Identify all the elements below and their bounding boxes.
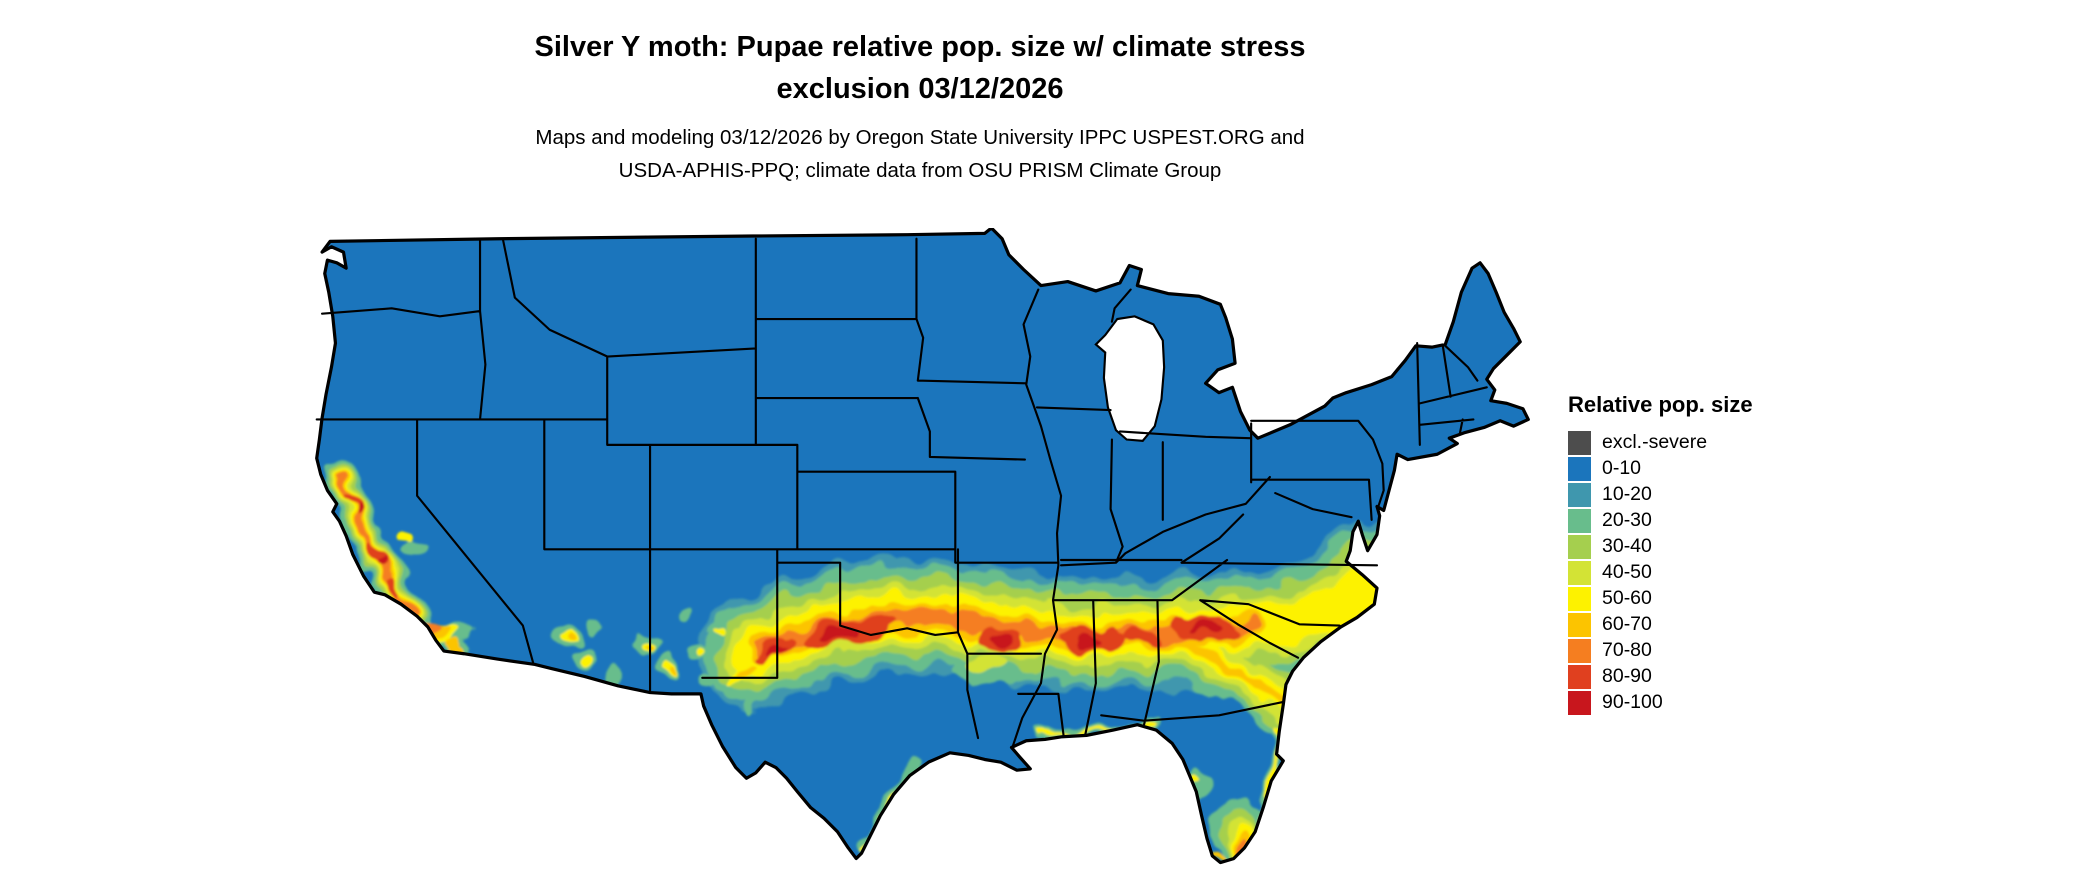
figure-subtitle: Maps and modeling 03/12/2026 by Oregon S… [20, 122, 1820, 188]
legend-swatch [1568, 509, 1591, 533]
legend-label: excl.-severe [1602, 431, 1708, 454]
legend-label: 0-10 [1602, 457, 1642, 480]
legend-item: 30-40 [1568, 534, 1898, 560]
legend-title: Relative pop. size [1568, 392, 1753, 417]
legend-swatch [1568, 587, 1591, 611]
legend-swatch [1568, 483, 1591, 507]
legend-label: 50-60 [1602, 587, 1652, 610]
legend-item: 10-20 [1568, 482, 1898, 508]
legend-item: 80-90 [1568, 664, 1898, 690]
legend-label: 20-30 [1602, 509, 1652, 532]
legend-swatch [1568, 535, 1591, 559]
legend-label: 60-70 [1602, 613, 1652, 636]
legend-item: 60-70 [1568, 612, 1898, 638]
legend-swatch [1568, 639, 1591, 663]
legend-swatch [1568, 457, 1591, 481]
legend-item: excl.-severe [1568, 430, 1898, 456]
figure-title: Silver Y moth: Pupae relative pop. size … [20, 26, 1820, 110]
figure-header: Silver Y moth: Pupae relative pop. size … [20, 26, 1820, 188]
legend-swatch [1568, 691, 1591, 715]
title-line-1: Silver Y moth: Pupae relative pop. size … [534, 31, 1306, 63]
legend-item: 70-80 [1568, 638, 1898, 664]
state-borders [315, 237, 1488, 748]
legend-label: 90-100 [1602, 691, 1663, 714]
legend-label: 40-50 [1602, 561, 1652, 584]
legend-swatch [1568, 613, 1591, 637]
legend-swatch [1568, 561, 1591, 585]
map-legend: Relative pop. size excl.-severe 0-10 10-… [1568, 392, 1898, 716]
legend-swatch [1568, 665, 1591, 689]
legend-label: 80-90 [1602, 665, 1652, 688]
subtitle-line-1: Maps and modeling 03/12/2026 by Oregon S… [535, 126, 1305, 150]
legend-label: 70-80 [1602, 639, 1652, 662]
title-line-2: exclusion 03/12/2026 [776, 73, 1064, 106]
legend-swatch [1568, 431, 1591, 455]
us-map-canvas [315, 228, 1530, 865]
legend-item: 50-60 [1568, 586, 1898, 612]
legend-item: 0-10 [1568, 456, 1898, 482]
legend-label: 30-40 [1602, 535, 1652, 558]
us-map [311, 228, 1538, 888]
legend-item: 90-100 [1568, 690, 1898, 716]
heat-blobs-90-100 [351, 507, 1224, 658]
lake-michigan [1094, 315, 1166, 442]
legend-item: 40-50 [1568, 560, 1898, 586]
legend-item: 20-30 [1568, 508, 1898, 534]
legend-label: 10-20 [1602, 483, 1652, 506]
heatmap-layer [323, 459, 1426, 863]
legend-items: excl.-severe 0-10 10-20 20-30 30-40 40-5… [1568, 430, 1898, 716]
subtitle-line-2: USDA-APHIS-PPQ; climate data from OSU PR… [618, 158, 1222, 182]
